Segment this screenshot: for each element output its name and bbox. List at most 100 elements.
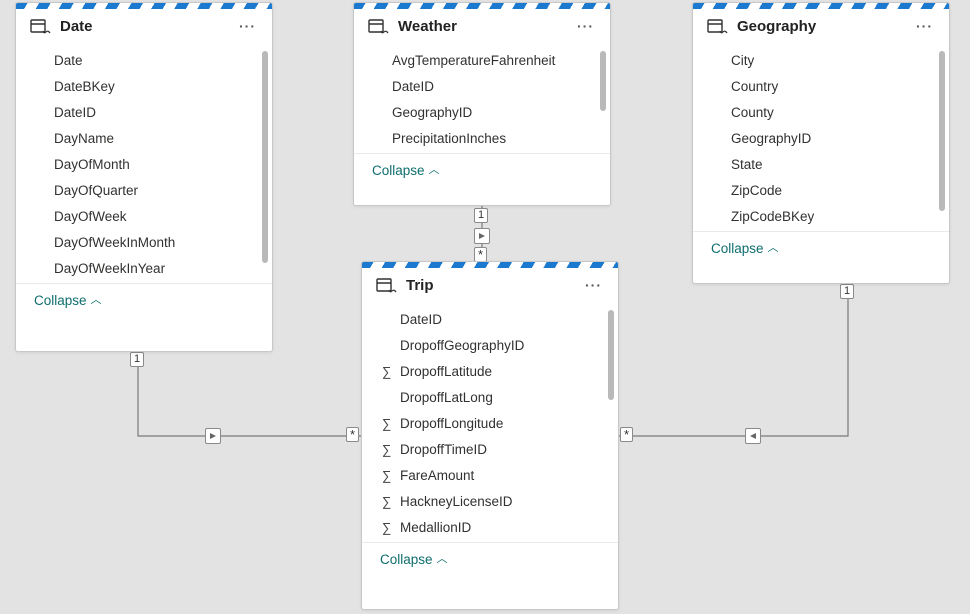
field-list: AvgTemperatureFahrenheit DateID GeographyI… — [354, 45, 610, 151]
sigma-icon: ∑ — [382, 364, 400, 379]
field-name: HackneyLicenseID — [400, 494, 602, 509]
field-name: DropoffLatLong — [400, 390, 602, 405]
scrollbar-thumb[interactable] — [939, 51, 945, 211]
field-name: DayName — [54, 131, 256, 146]
collapse-button[interactable]: Collapse ︿ — [354, 153, 610, 188]
field-row[interactable]: Country — [693, 73, 949, 99]
field-name: DropoffGeographyID — [400, 338, 602, 353]
more-button[interactable]: ··· — [573, 18, 598, 34]
collapse-label: Collapse — [711, 241, 764, 256]
field-row[interactable]: DateID — [362, 306, 618, 332]
scrollbar-thumb[interactable] — [262, 51, 268, 263]
field-name: DayOfQuarter — [54, 183, 256, 198]
field-row[interactable]: GeographyID — [693, 125, 949, 151]
chevron-up-icon: ︿ — [768, 239, 779, 255]
field-name: DateBKey — [54, 79, 256, 94]
field-name: GeographyID — [392, 105, 594, 120]
sigma-icon: ∑ — [382, 520, 400, 535]
collapse-button[interactable]: Collapse ︿ — [16, 283, 272, 318]
table-icon — [707, 17, 729, 35]
field-row[interactable]: ∑DropoffLatitude — [362, 358, 618, 384]
collapse-button[interactable]: Collapse ︿ — [362, 542, 618, 577]
field-row[interactable]: GeographyID — [354, 99, 610, 125]
field-name: DropoffLatitude — [400, 364, 602, 379]
field-row[interactable]: ∑HackneyLicenseID — [362, 488, 618, 514]
field-row[interactable]: ∑DropoffTimeID — [362, 436, 618, 462]
field-row[interactable]: ∑DropoffLongitude — [362, 410, 618, 436]
rel-direction-icon — [474, 228, 490, 244]
sigma-icon: ∑ — [382, 416, 400, 431]
field-row[interactable]: City — [693, 47, 949, 73]
field-row[interactable]: DropoffGeographyID — [362, 332, 618, 358]
table-icon — [376, 276, 398, 294]
table-title: Date — [60, 18, 227, 35]
field-name: GeographyID — [731, 131, 933, 146]
collapse-label: Collapse — [380, 552, 433, 567]
chevron-up-icon: ︿ — [91, 291, 102, 307]
field-row[interactable]: DayOfWeek — [16, 203, 272, 229]
field-row[interactable]: County — [693, 99, 949, 125]
field-row[interactable]: DateID — [354, 73, 610, 99]
field-row[interactable]: DayOfWeekInYear — [16, 255, 272, 281]
rel-cardinality-many: * — [346, 427, 359, 442]
field-row[interactable]: DateID — [16, 99, 272, 125]
field-row[interactable]: DayName — [16, 125, 272, 151]
collapse-label: Collapse — [34, 293, 87, 308]
table-header[interactable]: Trip ··· — [362, 268, 618, 304]
field-name: PrecipitationInches — [392, 131, 594, 146]
table-trip[interactable]: Trip···DateIDDropoffGeographyID∑DropoffL… — [361, 261, 619, 610]
chevron-up-icon: ︿ — [429, 161, 440, 177]
field-name: DayOfWeek — [54, 209, 256, 224]
table-header[interactable]: Geography··· — [693, 9, 949, 45]
table-title: Weather — [398, 18, 565, 35]
table-header[interactable]: Weather ··· — [354, 9, 610, 45]
field-name: Date — [54, 53, 256, 68]
field-row[interactable]: DayOfWeekInMonth — [16, 229, 272, 255]
field-name: DayOfWeekInYear — [54, 261, 256, 276]
field-row[interactable]: Date — [16, 47, 272, 73]
rel-cardinality-one: 1 — [840, 284, 854, 299]
field-list: Date DateBKey DateID DayName DayOfMonth DayOf… — [16, 45, 272, 281]
field-name: DropoffTimeID — [400, 442, 602, 457]
rel-cardinality-one: 1 — [474, 208, 488, 223]
field-row[interactable]: ZipCode — [693, 177, 949, 203]
sigma-icon: ∑ — [382, 442, 400, 457]
table-icon — [368, 17, 390, 35]
field-row[interactable]: DateBKey — [16, 73, 272, 99]
collapse-label: Collapse — [372, 163, 425, 178]
field-name: DateID — [400, 312, 602, 327]
more-button[interactable]: ··· — [235, 18, 260, 34]
more-button[interactable]: ··· — [581, 277, 606, 293]
rel-cardinality-many: * — [620, 427, 633, 442]
field-name: DateID — [392, 79, 594, 94]
table-icon — [30, 17, 52, 35]
field-row[interactable]: State — [693, 151, 949, 177]
more-button[interactable]: ··· — [912, 18, 937, 34]
field-name: DateID — [54, 105, 256, 120]
scrollbar-thumb[interactable] — [608, 310, 614, 400]
field-name: DropoffLongitude — [400, 416, 602, 431]
table-date[interactable]: Date ··· Date DateBKey DateID DayName DayOfMon… — [15, 2, 273, 352]
field-list: CityCountryCountyGeographyIDStateZipCode… — [693, 45, 949, 229]
chevron-up-icon: ︿ — [437, 550, 448, 566]
table-header[interactable]: Date ··· — [16, 9, 272, 45]
field-name: DayOfWeekInMonth — [54, 235, 256, 250]
table-geography[interactable]: Geography··· City Country County GeographyID… — [692, 2, 950, 284]
table-title: Trip — [406, 277, 573, 294]
field-row[interactable]: DayOfMonth — [16, 151, 272, 177]
field-row[interactable]: ∑FareAmount — [362, 462, 618, 488]
rel-cardinality-many: * — [474, 247, 487, 262]
scrollbar-thumb[interactable] — [600, 51, 606, 111]
field-row[interactable]: AvgTemperatureFahrenheit — [354, 47, 610, 73]
field-name: County — [731, 105, 933, 120]
rel-cardinality-one: 1 — [130, 352, 144, 367]
field-row[interactable]: DropoffLatLong — [362, 384, 618, 410]
field-row[interactable]: ∑MedallionID — [362, 514, 618, 540]
collapse-button[interactable]: Collapse ︿ — [693, 231, 949, 266]
field-row[interactable]: DayOfQuarter — [16, 177, 272, 203]
field-row[interactable]: ZipCodeBKey — [693, 203, 949, 229]
sigma-icon: ∑ — [382, 468, 400, 483]
table-weather[interactable]: Weather ··· AvgTemperatureFahrenheit DateID… — [353, 2, 611, 206]
field-row[interactable]: PrecipitationInches — [354, 125, 610, 151]
field-name: City — [731, 53, 933, 68]
